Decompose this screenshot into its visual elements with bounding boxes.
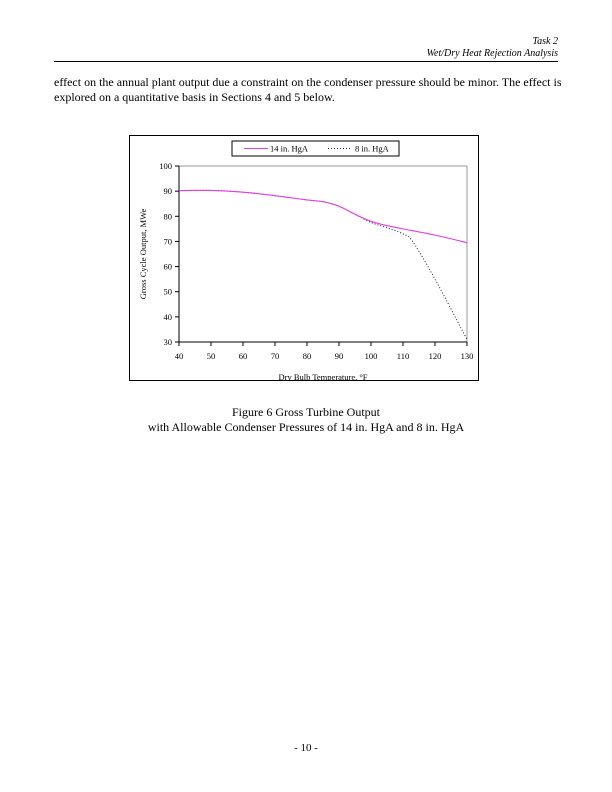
- running-header: Task 2 Wet/Dry Heat Rejection Analysis: [427, 36, 558, 60]
- x-tick-label: 130: [461, 351, 474, 361]
- x-tick-label: 90: [335, 351, 344, 361]
- x-tick-label: 70: [271, 351, 280, 361]
- caption-line-1: Figure 6 Gross Turbine Output: [231, 405, 380, 419]
- x-axis-label: Dry Bulb Temperature, °F: [278, 372, 367, 380]
- series-8-inHgA-line: [178, 189, 468, 340]
- x-tick-label: 60: [239, 351, 248, 361]
- y-tick-label: 30: [164, 337, 173, 347]
- legend-label-8: 8 in. HgA: [355, 144, 390, 154]
- x-tick-label: 100: [365, 351, 378, 361]
- header-rule: [54, 61, 558, 62]
- figure-caption: Figure 6 Gross Turbine Output with Allow…: [0, 405, 612, 435]
- legend-label-14: 14 in. HgA: [270, 144, 309, 154]
- body-paragraph: effect on the annual plant output due a …: [54, 75, 562, 104]
- figure-frame: 30 40 50 60 70 80 90 100 40 50 60 70 80 90 100 110 120 13…: [129, 135, 479, 381]
- header-task: Task 2: [532, 36, 558, 47]
- y-tick-label: 40: [164, 312, 173, 322]
- y-axis-label: Gross Cycle Output, MWe: [138, 209, 148, 300]
- legend-box: [231, 140, 400, 157]
- header-title: Wet/Dry Heat Rejection Analysis: [426, 48, 558, 59]
- y-tick-label: 100: [159, 161, 172, 171]
- x-tick-label: 50: [207, 351, 216, 361]
- y-tick-label: 50: [164, 287, 173, 297]
- x-tick-label: 110: [397, 351, 409, 361]
- series-14-inHgA-line: [178, 189, 468, 244]
- y-tick-label: 80: [164, 211, 173, 221]
- x-tick-label: 80: [303, 351, 312, 361]
- y-tick-label: 90: [164, 186, 173, 196]
- x-tick-label: 40: [175, 351, 184, 361]
- page-number: - 10 -: [294, 742, 318, 754]
- caption-line-2: with Allowable Condenser Pressures of 14…: [147, 420, 465, 434]
- y-tick-label: 70: [164, 236, 173, 246]
- y-tick-label: 60: [164, 262, 173, 272]
- x-tick-label: 120: [429, 351, 442, 361]
